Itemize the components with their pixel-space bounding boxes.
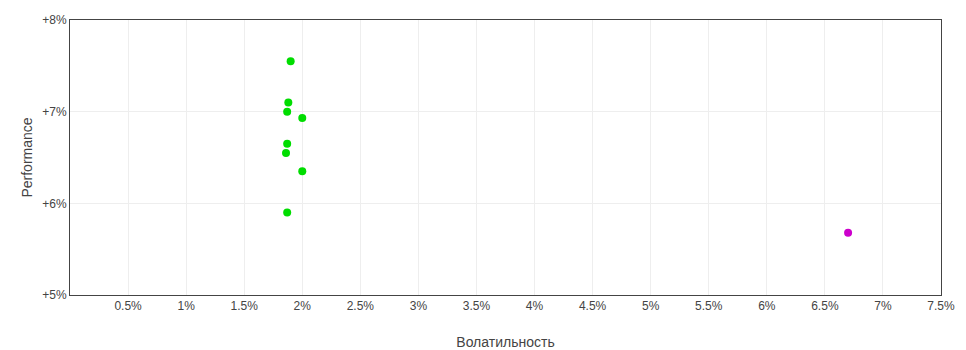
svg-text:+7%: +7% [42,105,67,119]
svg-text:7%: 7% [874,299,892,313]
svg-text:5.5%: 5.5% [695,299,723,313]
svg-text:2.5%: 2.5% [347,299,375,313]
svg-text:6%: 6% [758,299,776,313]
svg-text:1%: 1% [177,299,195,313]
svg-text:+5%: +5% [42,288,67,302]
svg-text:6.5%: 6.5% [811,299,839,313]
svg-text:Performance: Performance [19,117,35,197]
svg-text:7.5%: 7.5% [927,299,955,313]
svg-text:3%: 3% [410,299,428,313]
svg-text:+6%: +6% [42,197,67,211]
svg-text:5%: 5% [642,299,660,313]
svg-text:4%: 4% [526,299,544,313]
svg-text:+8%: +8% [42,13,67,27]
svg-text:3.5%: 3.5% [463,299,491,313]
svg-text:Волатильность: Волатильность [456,334,554,350]
svg-text:0.5%: 0.5% [114,299,142,313]
svg-text:2%: 2% [294,299,312,313]
svg-text:1.5%: 1.5% [231,299,259,313]
svg-text:4.5%: 4.5% [579,299,607,313]
